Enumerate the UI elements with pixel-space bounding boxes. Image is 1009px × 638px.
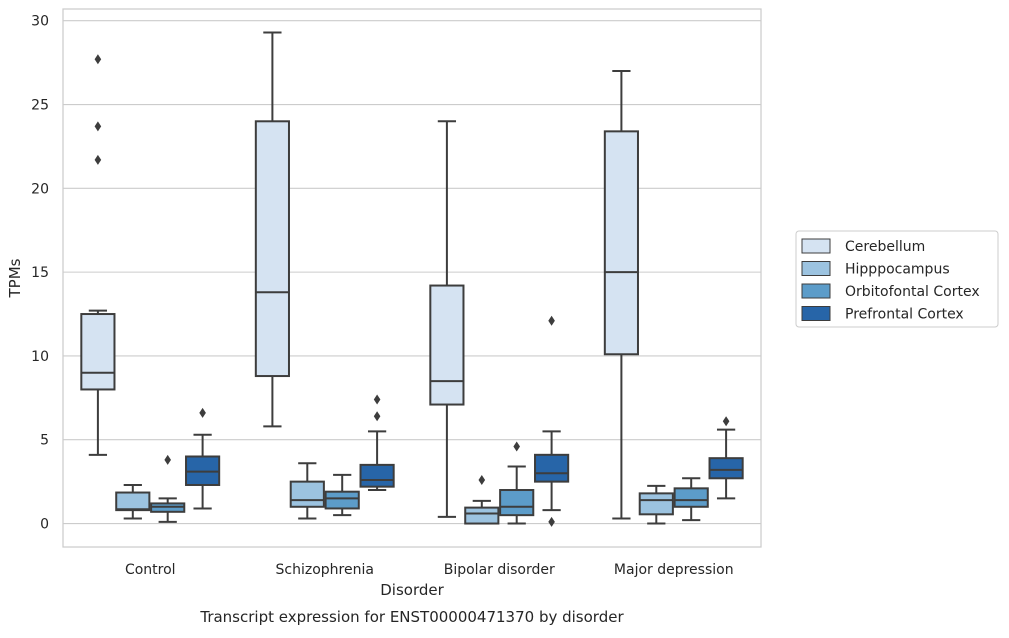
box-orbitofontal-cortex: [499, 441, 535, 525]
iqr-box: [603, 130, 639, 356]
iqr-box: [359, 463, 395, 488]
outlier-point: [94, 154, 102, 165]
y-tick-label: 10: [31, 349, 49, 365]
iqr-box: [673, 487, 709, 508]
boxes-layer: [80, 31, 744, 527]
box-hipppocampus: [115, 483, 151, 520]
x-tick-label: Bipolar disorder: [444, 562, 555, 578]
outlier-point: [373, 411, 381, 422]
legend-label: Orbitofontal Cortex: [845, 284, 980, 300]
y-tick-label: 5: [40, 433, 49, 449]
iqr-box: [115, 491, 151, 512]
box-orbitofontal-cortex: [673, 477, 709, 522]
outlier-point: [478, 474, 486, 485]
box-prefrontal-cortex: [534, 315, 570, 527]
iqr-box: [499, 489, 535, 517]
iqr-box: [80, 313, 116, 391]
chart-caption: Transcript expression for ENST0000047137…: [199, 608, 624, 626]
outlier-point: [94, 54, 102, 65]
legend-frame: [795, 230, 999, 328]
box-cerebellum: [80, 54, 116, 456]
x-tick-label: Schizophrenia: [276, 562, 374, 578]
legend: Cerebellum Hipppocampus Orbitofontal Corte…: [795, 230, 999, 328]
box-hipppocampus: [289, 462, 325, 520]
y-tick-label: 30: [31, 14, 49, 30]
outlier-point: [548, 315, 555, 326]
legend-label: Hipppocampus: [845, 262, 950, 278]
x-tick-label: Control: [125, 562, 176, 578]
legend-label: Prefrontal Cortex: [845, 307, 964, 323]
iqr-box: [708, 457, 744, 480]
outlier-point: [373, 394, 381, 405]
y-tick-label: 20: [31, 181, 49, 197]
iqr-box: [429, 284, 465, 406]
legend-label: Cerebellum: [845, 239, 925, 255]
legend-swatch: [801, 261, 831, 276]
box-prefrontal-cortex: [708, 416, 744, 500]
y-tick-label: 0: [40, 517, 49, 533]
y-axis-label: TPMs: [6, 258, 24, 298]
outlier-point: [513, 441, 520, 452]
box-hipppocampus: [638, 484, 674, 525]
iqr-box: [289, 480, 325, 508]
grid-lines: [63, 20, 761, 525]
box-cerebellum: [603, 70, 639, 520]
x-axis-label: Disorder: [380, 581, 444, 599]
box-prefrontal-cortex: [359, 394, 395, 492]
outlier-point: [164, 454, 171, 465]
x-tick-labels: Control Schizophrenia Bipolar disorder Majo…: [125, 562, 734, 578]
legend-swatch: [801, 283, 831, 299]
box-orbitofontal-cortex: [150, 454, 186, 523]
outlier-point: [199, 407, 206, 418]
box-orbitofontal-cortex: [324, 473, 360, 517]
x-tick-label: Major depression: [614, 562, 734, 578]
iqr-box: [464, 506, 500, 525]
legend-swatch: [801, 306, 831, 321]
y-tick-label: 25: [31, 98, 49, 114]
outlier-point: [94, 121, 102, 132]
box-cerebellum: [254, 31, 290, 428]
iqr-box: [534, 453, 570, 483]
y-tick-labels: 0 5 10 15 20 25 30: [31, 14, 49, 533]
box-cerebellum: [429, 120, 465, 518]
y-tick-label: 15: [31, 265, 49, 281]
iqr-box: [638, 492, 674, 516]
box-prefrontal-cortex: [185, 407, 221, 510]
outlier-point: [722, 416, 730, 427]
box-hipppocampus: [464, 474, 500, 525]
outlier-point: [548, 516, 555, 527]
iqr-box: [254, 120, 290, 378]
legend-swatch: [801, 238, 831, 254]
plot-frame: [62, 8, 762, 548]
iqr-box: [324, 490, 360, 510]
